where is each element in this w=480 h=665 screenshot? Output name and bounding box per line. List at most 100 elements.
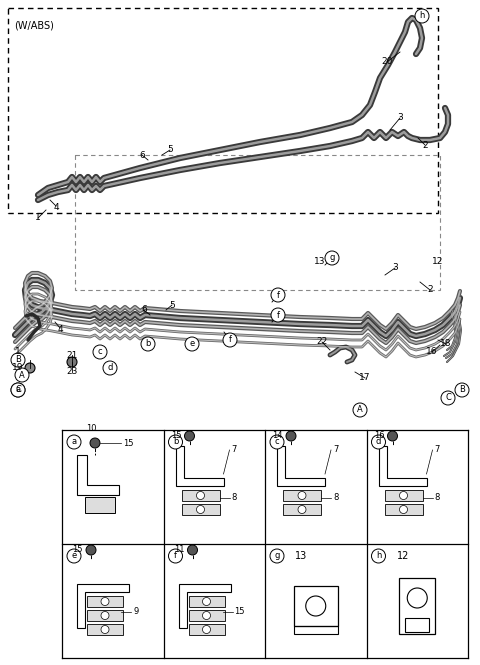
Circle shape (101, 626, 109, 634)
Bar (283, 504, 321, 515)
Circle shape (103, 361, 117, 375)
Circle shape (101, 612, 109, 620)
Circle shape (387, 431, 397, 441)
Text: 5: 5 (167, 146, 173, 154)
Circle shape (372, 549, 385, 563)
Circle shape (11, 353, 25, 367)
Circle shape (67, 357, 77, 367)
Text: d: d (108, 364, 113, 372)
Circle shape (67, 549, 81, 563)
Circle shape (184, 431, 194, 441)
Circle shape (298, 491, 306, 499)
Text: d: d (376, 438, 381, 446)
Circle shape (271, 308, 285, 322)
Text: C: C (15, 386, 21, 394)
Circle shape (86, 545, 96, 555)
Text: (W/ABS): (W/ABS) (14, 20, 54, 30)
Bar (87, 596, 123, 607)
Text: A: A (357, 406, 363, 414)
Circle shape (270, 435, 284, 449)
Text: 20: 20 (381, 57, 393, 66)
Text: f: f (276, 291, 279, 299)
Circle shape (188, 545, 197, 555)
Text: 2: 2 (422, 140, 428, 150)
Text: 13: 13 (314, 257, 326, 267)
Circle shape (223, 333, 237, 347)
Text: 4: 4 (53, 203, 59, 213)
Text: 4: 4 (57, 325, 63, 334)
Text: 7: 7 (434, 446, 440, 454)
Text: c: c (275, 438, 279, 446)
Circle shape (11, 383, 25, 397)
Text: B: B (15, 356, 21, 364)
Text: b: b (173, 438, 178, 446)
Circle shape (399, 491, 408, 499)
Text: 8: 8 (434, 493, 440, 503)
Text: C: C (445, 394, 451, 402)
Text: 7: 7 (333, 446, 338, 454)
Text: 15: 15 (123, 438, 133, 448)
Circle shape (372, 435, 385, 449)
Text: 1: 1 (35, 213, 41, 223)
Text: 6: 6 (141, 305, 147, 315)
Text: 15: 15 (72, 545, 83, 555)
Text: 1: 1 (15, 348, 21, 356)
Circle shape (455, 383, 469, 397)
Circle shape (441, 391, 455, 405)
Bar (85, 497, 115, 513)
Circle shape (286, 431, 296, 441)
Text: 3: 3 (392, 263, 398, 273)
Bar (189, 596, 225, 607)
Text: 6: 6 (139, 150, 145, 160)
Text: A: A (19, 370, 25, 380)
Circle shape (90, 438, 100, 448)
Circle shape (25, 363, 35, 373)
Circle shape (196, 505, 204, 513)
Text: 7: 7 (231, 446, 237, 454)
Circle shape (168, 435, 182, 449)
Text: 12: 12 (432, 257, 444, 267)
Circle shape (298, 505, 306, 513)
Text: e: e (72, 551, 77, 561)
Text: 23: 23 (66, 368, 78, 376)
Text: g: g (329, 253, 335, 263)
Text: a: a (72, 438, 77, 446)
Text: 11: 11 (174, 545, 184, 555)
Bar (189, 610, 225, 621)
Circle shape (101, 597, 109, 606)
Text: 12: 12 (396, 551, 409, 561)
Text: 9: 9 (133, 608, 138, 616)
Text: 22: 22 (316, 338, 328, 346)
Bar (405, 618, 429, 632)
Text: 21: 21 (66, 350, 78, 360)
Bar (181, 504, 219, 515)
Text: 10: 10 (86, 424, 96, 433)
Bar (384, 490, 422, 501)
Bar (399, 578, 435, 634)
Text: f: f (228, 336, 231, 344)
Circle shape (203, 597, 211, 606)
Text: 8: 8 (231, 493, 237, 503)
Text: h: h (376, 551, 381, 561)
Bar (294, 586, 338, 626)
Text: B: B (459, 386, 465, 394)
Text: 5: 5 (169, 301, 175, 309)
Bar (181, 490, 219, 501)
Circle shape (203, 626, 211, 634)
Circle shape (415, 9, 429, 23)
Circle shape (196, 491, 204, 499)
Text: 15: 15 (171, 432, 181, 440)
Text: f: f (276, 311, 279, 319)
Circle shape (11, 383, 25, 397)
Bar (189, 624, 225, 635)
Text: 3: 3 (397, 114, 403, 122)
Text: 15: 15 (235, 608, 245, 616)
Text: h: h (420, 11, 425, 21)
Bar (384, 504, 422, 515)
Circle shape (15, 368, 29, 382)
Text: 8: 8 (333, 493, 338, 503)
Circle shape (353, 403, 367, 417)
Text: g: g (274, 551, 280, 561)
Text: e: e (190, 340, 194, 348)
Text: 17: 17 (359, 374, 371, 382)
